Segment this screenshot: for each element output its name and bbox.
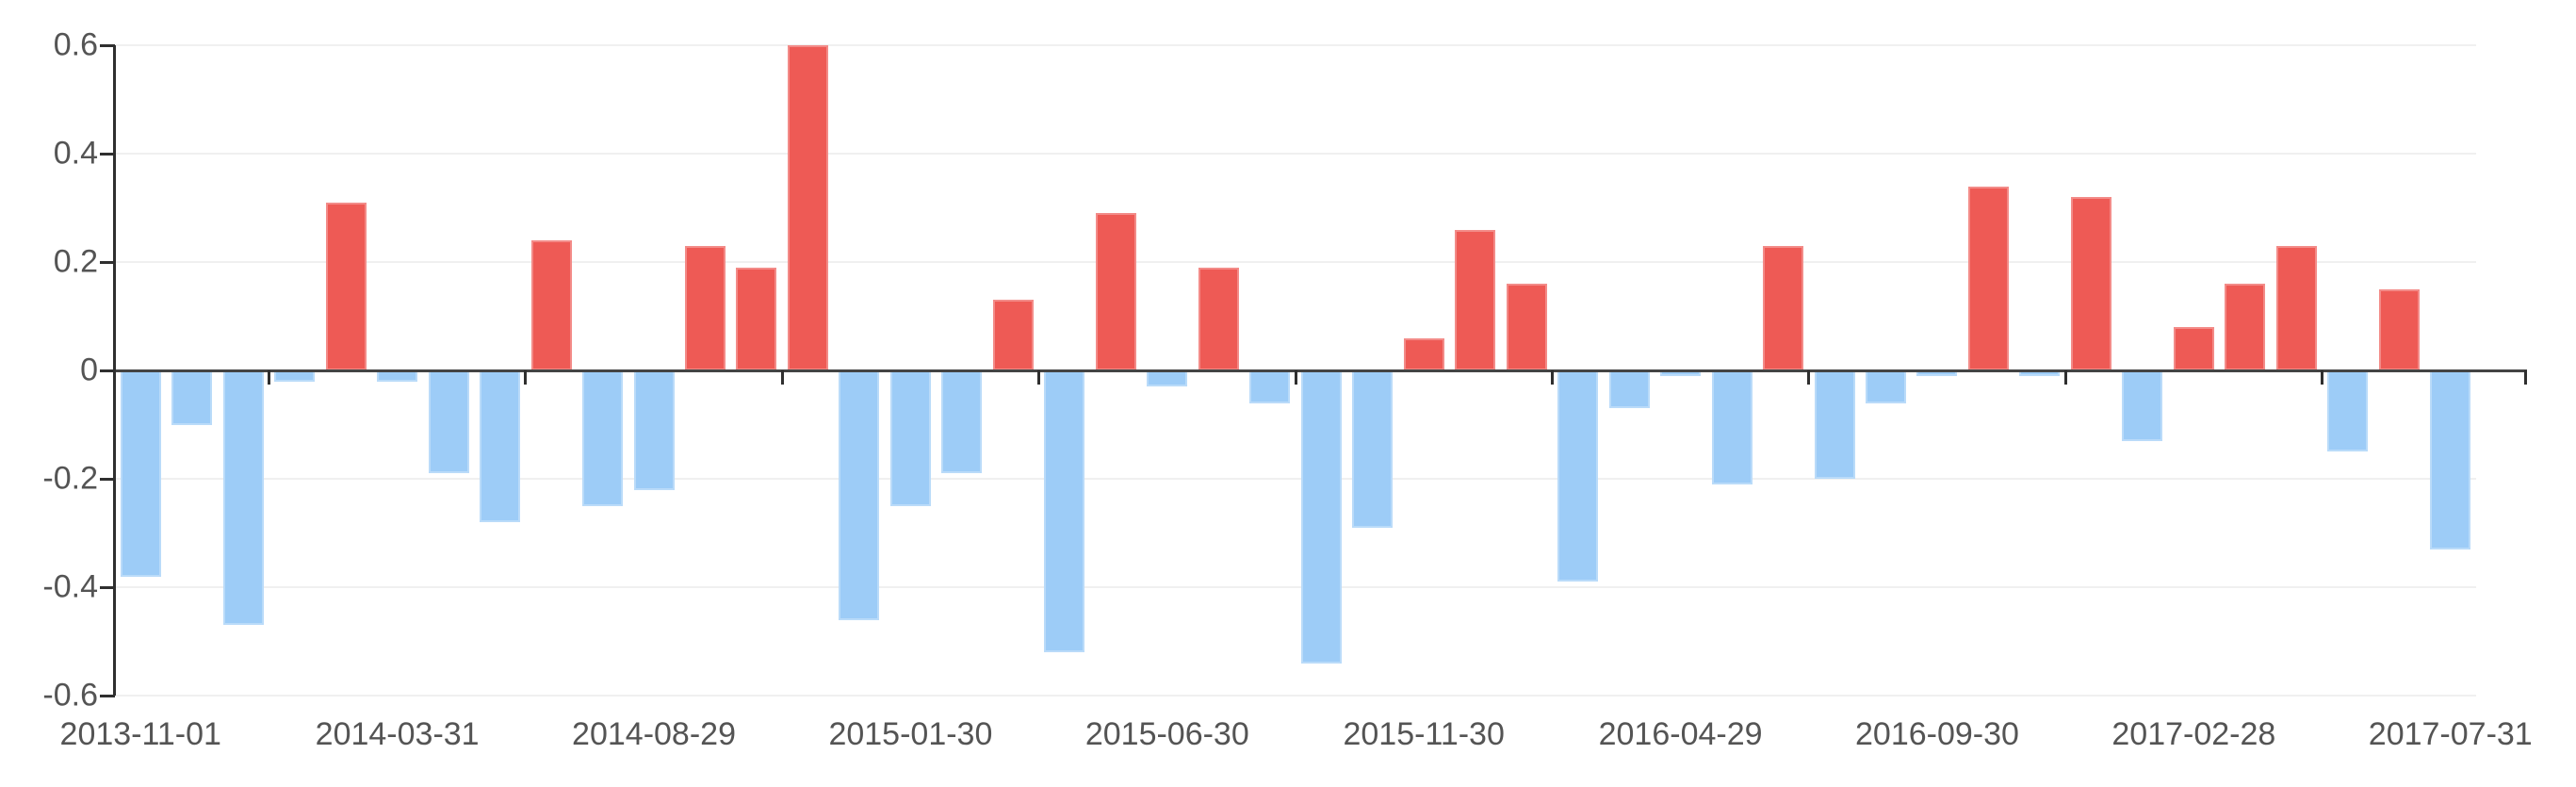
x-axis-line bbox=[115, 369, 2527, 372]
x-axis-tick bbox=[1037, 370, 1041, 385]
gridline bbox=[115, 695, 2476, 697]
bar[interactable] bbox=[1814, 370, 1855, 479]
bar[interactable] bbox=[736, 267, 777, 370]
x-axis-tick bbox=[1807, 370, 1811, 385]
x-axis-label: 2015-01-30 bbox=[828, 716, 993, 752]
bar[interactable] bbox=[839, 370, 880, 620]
x-axis-tick bbox=[267, 370, 270, 385]
bar[interactable] bbox=[889, 370, 931, 506]
x-axis-label: 2014-03-31 bbox=[315, 716, 480, 752]
bar[interactable] bbox=[1352, 370, 1394, 528]
gridline bbox=[115, 153, 2476, 155]
bar[interactable] bbox=[2122, 370, 2163, 441]
bar[interactable] bbox=[530, 240, 572, 370]
bar[interactable] bbox=[2378, 288, 2420, 370]
y-axis-label: 0 bbox=[80, 352, 98, 388]
y-axis-label: 0.2 bbox=[53, 243, 98, 280]
bar[interactable] bbox=[222, 370, 264, 626]
bar[interactable] bbox=[480, 370, 521, 522]
bar[interactable] bbox=[582, 370, 624, 506]
y-axis-tick bbox=[100, 585, 115, 589]
bar[interactable] bbox=[1506, 284, 1547, 370]
bar[interactable] bbox=[274, 370, 316, 382]
bar[interactable] bbox=[428, 370, 469, 474]
bar[interactable] bbox=[2173, 327, 2214, 370]
y-axis-label: 0.6 bbox=[53, 26, 98, 63]
x-axis-tick bbox=[780, 370, 784, 385]
gridline bbox=[115, 44, 2476, 46]
x-axis-tick bbox=[2524, 370, 2527, 385]
x-axis-label: 2013-11-01 bbox=[59, 716, 221, 752]
x-axis-tick bbox=[1550, 370, 1554, 385]
y-axis-tick bbox=[100, 43, 115, 47]
gridline bbox=[115, 478, 2476, 480]
x-axis-label: 2015-06-30 bbox=[1084, 716, 1249, 752]
y-axis-label: -0.2 bbox=[42, 460, 98, 497]
x-axis-label: 2016-09-30 bbox=[1855, 716, 2019, 752]
y-axis-tick bbox=[100, 260, 115, 264]
x-axis-label: 2017-07-31 bbox=[2368, 716, 2533, 752]
bar[interactable] bbox=[2070, 197, 2111, 370]
bar[interactable] bbox=[1557, 370, 1599, 582]
bar[interactable] bbox=[325, 202, 367, 370]
bar[interactable] bbox=[1147, 370, 1188, 387]
bar[interactable] bbox=[1608, 370, 1650, 409]
bar[interactable] bbox=[1249, 370, 1291, 403]
bar[interactable] bbox=[1044, 370, 1085, 652]
gridline bbox=[115, 261, 2476, 263]
bar[interactable] bbox=[787, 45, 828, 370]
bar[interactable] bbox=[2275, 245, 2317, 370]
x-axis-tick bbox=[2063, 370, 2067, 385]
bar[interactable] bbox=[2225, 284, 2266, 370]
x-axis-tick bbox=[524, 370, 528, 385]
bar[interactable] bbox=[992, 300, 1034, 370]
bar[interactable] bbox=[1455, 229, 1496, 370]
x-axis-tick bbox=[1294, 370, 1297, 385]
x-axis-label: 2017-02-28 bbox=[2111, 716, 2276, 752]
bar[interactable] bbox=[2430, 370, 2471, 549]
bar[interactable] bbox=[941, 370, 983, 474]
x-axis-tick bbox=[2321, 370, 2324, 385]
bar[interactable] bbox=[1300, 370, 1342, 664]
bar[interactable] bbox=[633, 370, 675, 490]
y-axis-label: -0.6 bbox=[42, 677, 98, 713]
bar[interactable] bbox=[2327, 370, 2369, 452]
bar[interactable] bbox=[1711, 370, 1753, 484]
bar[interactable] bbox=[1866, 370, 1906, 403]
y-axis-label: 0.4 bbox=[53, 135, 98, 172]
x-axis-label: 2014-08-29 bbox=[572, 716, 736, 752]
y-axis-tick bbox=[100, 369, 115, 372]
bar[interactable] bbox=[1198, 267, 1239, 370]
bar[interactable] bbox=[685, 245, 726, 370]
bar[interactable] bbox=[1967, 186, 2009, 370]
x-axis-label: 2016-04-29 bbox=[1598, 716, 1763, 752]
bar[interactable] bbox=[1095, 213, 1136, 370]
bar[interactable] bbox=[377, 370, 418, 382]
y-axis-tick bbox=[100, 152, 115, 156]
bar[interactable] bbox=[1403, 337, 1444, 370]
y-axis-label: -0.4 bbox=[42, 568, 98, 605]
bar[interactable] bbox=[171, 370, 213, 425]
x-axis-label: 2015-11-30 bbox=[1343, 716, 1505, 752]
bar[interactable] bbox=[120, 370, 161, 577]
y-axis-tick bbox=[100, 694, 115, 697]
y-axis-tick bbox=[100, 477, 115, 481]
bar[interactable] bbox=[1763, 245, 1804, 370]
y-axis-line bbox=[113, 45, 116, 696]
gridline bbox=[115, 586, 2476, 588]
